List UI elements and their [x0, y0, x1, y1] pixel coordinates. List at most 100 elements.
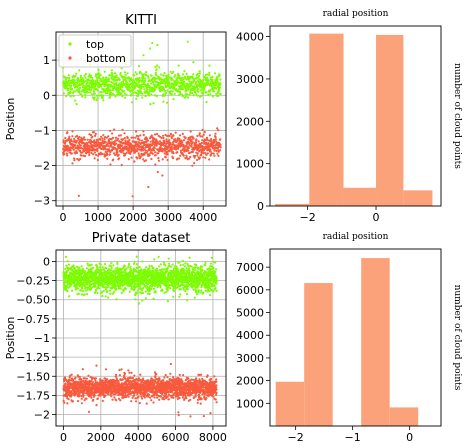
- point-top: [209, 294, 212, 297]
- point-top: [132, 271, 135, 274]
- point-top: [208, 64, 211, 67]
- point-bottom: [149, 146, 152, 150]
- point-top: [101, 290, 104, 294]
- point-bottom: [111, 136, 115, 139]
- point-top: [82, 289, 85, 293]
- point-top: [63, 267, 67, 270]
- point-bottom: [101, 137, 104, 140]
- point-top: [129, 265, 132, 268]
- point-top: [91, 96, 94, 99]
- point-bottom: [214, 132, 217, 135]
- point-top: [86, 262, 89, 265]
- point-bottom: [144, 149, 147, 152]
- point-top: [201, 92, 205, 95]
- point-bottom: [66, 131, 69, 134]
- point-top: [181, 95, 184, 98]
- point-top: [202, 273, 205, 277]
- point-top: [114, 76, 117, 79]
- point-top: [84, 287, 87, 290]
- point-bottom: [134, 148, 137, 151]
- point-bottom: [205, 153, 208, 156]
- point-bottom: [197, 140, 200, 143]
- point-bottom: [174, 131, 177, 134]
- point-top: [200, 291, 203, 294]
- point-bottom: [215, 149, 218, 153]
- point-top: [73, 282, 76, 285]
- point-top: [188, 80, 191, 83]
- point-bottom: [142, 133, 145, 137]
- point-bottom: [129, 152, 132, 155]
- point-bottom: [103, 136, 107, 139]
- point-bottom: [142, 130, 145, 133]
- point-top: [201, 291, 205, 294]
- point-bottom: [108, 153, 111, 156]
- point-top: [171, 263, 174, 266]
- point-bottom: [62, 399, 65, 402]
- point-top: [198, 72, 201, 75]
- series-top: [62, 40, 222, 106]
- point-top: [123, 92, 126, 95]
- point-bottom: [90, 151, 93, 155]
- point-top: [111, 292, 114, 295]
- point-top: [70, 283, 73, 286]
- point-bottom: [63, 401, 66, 404]
- point-bottom: [177, 146, 180, 149]
- point-top: [137, 278, 140, 281]
- point-bottom: [142, 146, 145, 150]
- point-top: [86, 288, 89, 291]
- point-top: [68, 82, 71, 85]
- point-top: [109, 95, 112, 98]
- point-bottom: [187, 149, 190, 152]
- point-top: [79, 289, 82, 292]
- point-bottom: [89, 133, 93, 137]
- point-top: [195, 263, 198, 267]
- point-top: [214, 261, 217, 264]
- scatter-plot-2: 0 2000 4000 6000 8000−2−1.75−1.50−1.25−1−0.7…: [4, 231, 227, 444]
- point-top: [90, 83, 93, 86]
- legend-box: [58, 34, 132, 68]
- point-top: [168, 76, 171, 79]
- point-top: [175, 265, 178, 268]
- point-bottom: [185, 156, 188, 159]
- point-bottom: [190, 139, 193, 142]
- point-bottom: [209, 148, 212, 151]
- point-top: [94, 282, 97, 285]
- point-bottom: [93, 394, 96, 397]
- point-bottom: [110, 143, 113, 146]
- point-bottom: [131, 195, 134, 198]
- point-top: [174, 283, 177, 286]
- point-bottom: [91, 135, 94, 138]
- point-bottom: [154, 163, 157, 166]
- point-top: [62, 92, 65, 95]
- point-top: [108, 271, 111, 274]
- point-bottom: [78, 392, 81, 395]
- x-tick-label: 0: [60, 211, 67, 224]
- point-top: [115, 298, 118, 301]
- point-top: [84, 93, 87, 96]
- point-top: [152, 297, 155, 300]
- point-bottom: [105, 136, 108, 139]
- point-top: [80, 93, 83, 96]
- point-top: [148, 264, 151, 267]
- point-top: [89, 91, 92, 94]
- point-top: [121, 95, 124, 98]
- point-top: [129, 86, 132, 89]
- point-bottom: [125, 146, 128, 149]
- point-top: [178, 295, 181, 298]
- point-top: [110, 269, 113, 272]
- point-top: [198, 282, 201, 286]
- point-top: [71, 289, 74, 292]
- point-top: [137, 65, 141, 68]
- point-bottom: [163, 140, 166, 143]
- point-top: [96, 79, 99, 82]
- point-top: [152, 102, 155, 105]
- point-bottom: [80, 154, 83, 157]
- point-top: [150, 93, 153, 96]
- point-top: [204, 261, 207, 264]
- point-top: [150, 74, 153, 77]
- point-top: [204, 272, 208, 275]
- point-bottom: [172, 152, 175, 155]
- point-bottom: [146, 139, 149, 142]
- point-top: [75, 72, 78, 75]
- point-bottom: [106, 153, 109, 156]
